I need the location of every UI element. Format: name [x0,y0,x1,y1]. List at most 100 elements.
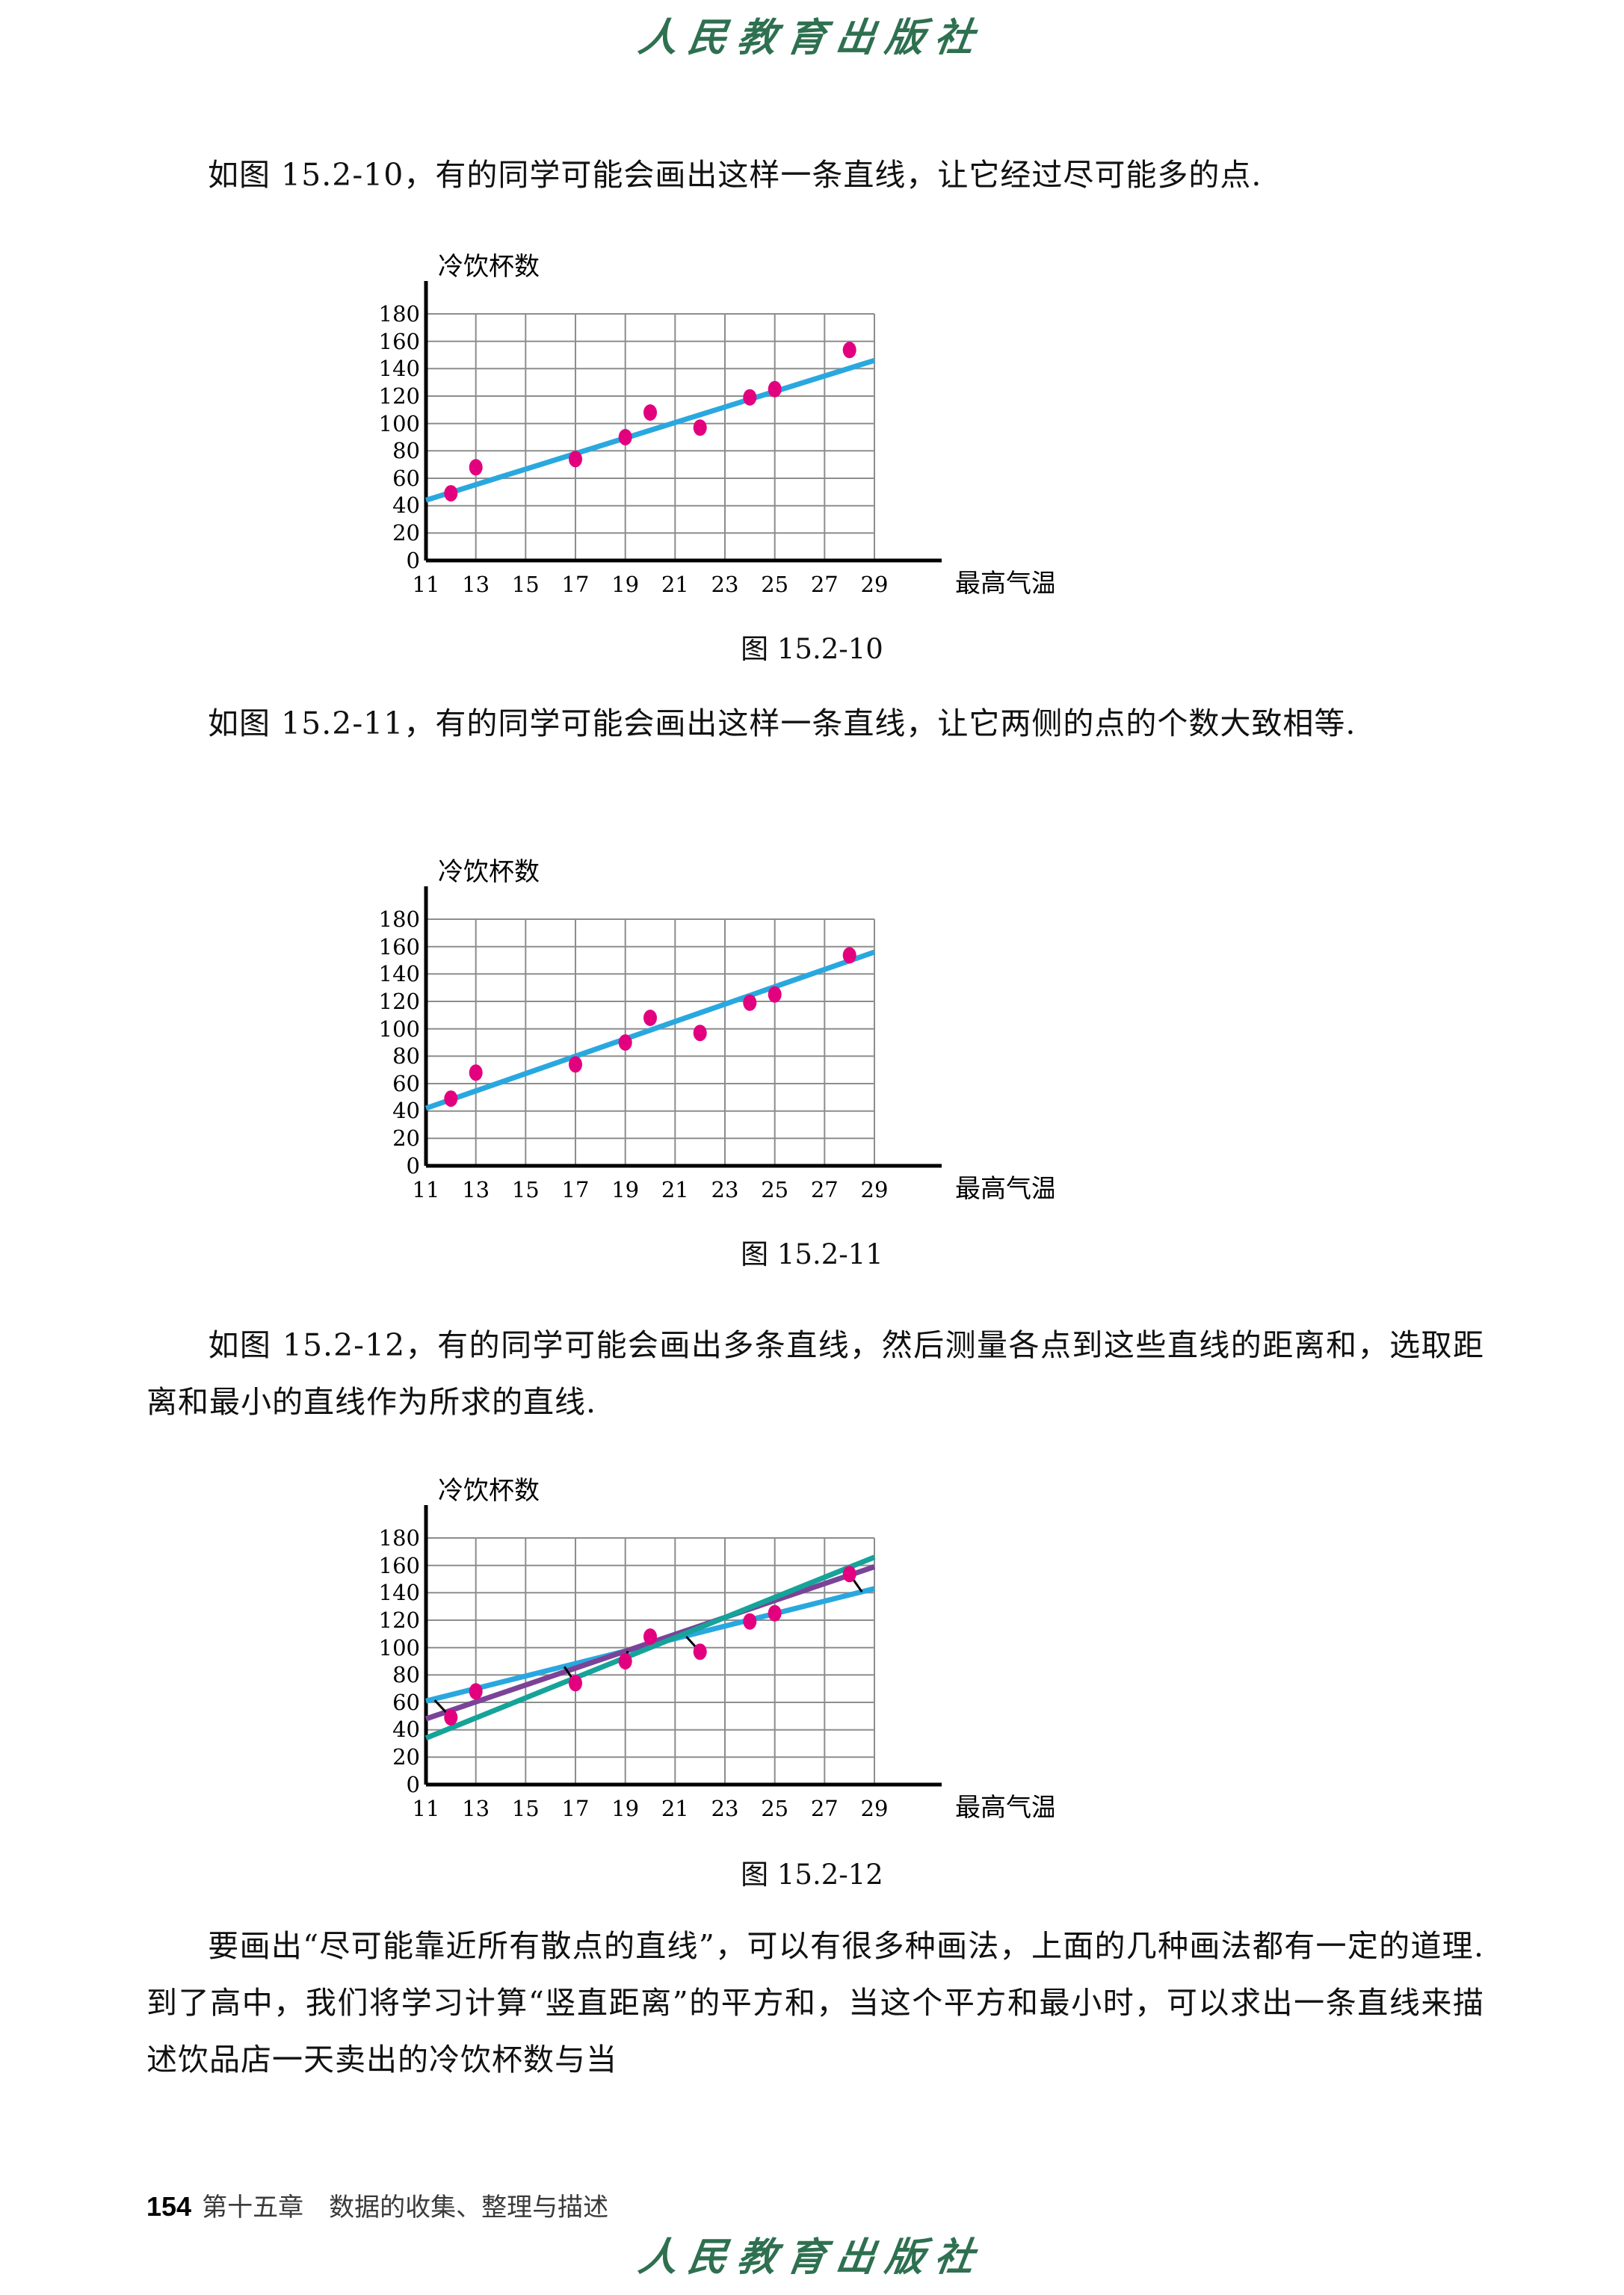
data-point [469,1683,483,1700]
data-point [469,459,483,476]
figure-1-caption: 图 15.2-10 [741,633,883,665]
svg-text:180: 180 [379,906,420,932]
svg-text:80: 80 [392,438,420,463]
x-axis-title: 最高气温/℃ [955,1174,1054,1204]
svg-text:100: 100 [379,411,420,436]
x-axis-tick-labels: 11 13 15 17 19 21 23 25 27 29 [413,572,889,597]
svg-text:160: 160 [379,934,420,960]
svg-text:19: 19 [611,1177,639,1202]
svg-text:140: 140 [379,1580,420,1605]
x-axis-title: 最高气温/℃ [955,1793,1054,1823]
svg-text:25: 25 [761,1177,788,1202]
chart-15-2-12: 0 20 40 60 80 100 120 140 160 180 11 13 … [379,1476,1054,1823]
data-points [444,342,856,502]
svg-text:160: 160 [379,329,420,354]
axes [424,281,942,563]
grid-lines [426,1537,875,1785]
data-point [618,1653,632,1669]
svg-text:40: 40 [392,492,420,518]
y-axis-tick-labels: 0 20 40 60 80 100 120 140 160 180 [379,906,420,1179]
svg-text:15: 15 [512,572,540,597]
svg-text:120: 120 [379,1607,420,1633]
x-axis-tick-labels: 11 13 15 17 19 21 23 25 27 29 [413,1796,889,1821]
svg-text:20: 20 [392,1744,420,1770]
data-point [618,429,632,445]
chapter-title: 数据的收集、整理与描述 [329,2193,609,2223]
grid-lines [426,918,875,1166]
data-point [444,485,458,502]
svg-text:11: 11 [413,1177,440,1202]
svg-text:11: 11 [413,572,440,597]
data-point [444,1090,458,1108]
x-axis-title: 最高气温/℃ [955,569,1054,599]
svg-text:23: 23 [711,1177,739,1202]
data-points [444,947,856,1108]
svg-text:17: 17 [562,572,590,597]
trend-line [424,357,876,503]
data-point [643,404,657,421]
figure-2-caption: 图 15.2-11 [741,1238,883,1270]
svg-text:25: 25 [761,572,788,597]
data-point [743,1613,757,1630]
svg-text:0: 0 [407,1153,420,1179]
svg-text:27: 27 [811,572,839,597]
paragraph-1: 如图 15.2-10，有的同学可能会画出这样一条直线，让它经过尽可能多的点. [146,146,1484,203]
svg-text:40: 40 [392,1098,420,1123]
svg-text:60: 60 [392,1690,420,1715]
svg-text:25: 25 [761,1796,788,1821]
svg-text:180: 180 [379,301,420,327]
publisher-logo-bottom: 人民教育出版社 [635,2234,988,2280]
svg-text:27: 27 [811,1177,839,1202]
svg-text:23: 23 [711,572,739,597]
svg-text:29: 29 [861,1177,889,1202]
data-point [768,380,782,398]
svg-text:0: 0 [407,548,420,573]
svg-text:140: 140 [379,961,420,986]
page-footer: 154 第十五章 数据的收集、整理与描述 [146,2187,608,2223]
data-point [693,419,707,436]
svg-text:15: 15 [512,1796,540,1821]
chapter-number: 第十五章 [202,2193,304,2223]
paragraph-2-text: 如图 15.2-11，有的同学可能会画出这样一条直线，让它两侧的点的个数大致相等… [208,705,1356,741]
svg-text:29: 29 [861,572,889,597]
paragraph-4-text: 要画出“尽可能靠近所有散点的直线”，可以有很多种画法，上面的几种画法都有一定的道… [146,1928,1484,2078]
svg-text:29: 29 [861,1796,889,1821]
paragraph-3-text: 如图 15.2-12，有的同学可能会画出多条直线，然后测量各点到这些直线的距离和… [146,1327,1484,1420]
svg-text:100: 100 [379,1016,420,1042]
svg-text:27: 27 [811,1796,839,1821]
svg-text:21: 21 [661,572,689,597]
paragraph-4: 要画出“尽可能靠近所有散点的直线”，可以有很多种画法，上面的几种画法都有一定的道… [146,1918,1484,2088]
figure-15-2-11: 0 20 40 60 80 100 120 140 160 180 11 13 … [351,844,1054,1233]
svg-text:80: 80 [392,1043,420,1069]
grid-lines [426,313,875,560]
svg-text:0: 0 [407,1772,420,1797]
data-point [693,1025,707,1042]
svg-text:13: 13 [462,1796,490,1821]
data-point [743,994,757,1011]
publisher-logo-top: 人民教育出版社 [635,15,988,61]
y-axis-title: 冷饮杯数 [438,1476,540,1506]
data-point [643,1010,657,1026]
y-axis-title: 冷饮杯数 [438,857,540,887]
svg-text:140: 140 [379,356,420,381]
svg-text:19: 19 [611,1796,639,1821]
data-point [569,451,582,468]
data-point [842,1566,856,1583]
svg-text:19: 19 [611,572,639,597]
axes [424,1505,942,1787]
data-points [444,1566,856,1726]
paragraph-3: 如图 15.2-12，有的同学可能会画出多条直线，然后测量各点到这些直线的距离和… [146,1317,1484,1430]
data-point [643,1628,657,1645]
trend-line [424,949,876,1111]
axes [424,886,942,1168]
svg-text:23: 23 [711,1796,739,1821]
figure-15-2-12: 0 20 40 60 80 100 120 140 160 180 11 13 … [351,1463,1054,1852]
data-point [569,1056,582,1073]
svg-text:120: 120 [379,989,420,1014]
svg-text:120: 120 [379,383,420,409]
y-axis-tick-labels: 0 20 40 60 80 100 120 140 160 180 [379,301,420,573]
data-point [469,1064,483,1081]
paragraph-2: 如图 15.2-11，有的同学可能会画出这样一条直线，让它两侧的点的个数大致相等… [146,695,1484,752]
y-axis-title: 冷饮杯数 [438,252,540,282]
